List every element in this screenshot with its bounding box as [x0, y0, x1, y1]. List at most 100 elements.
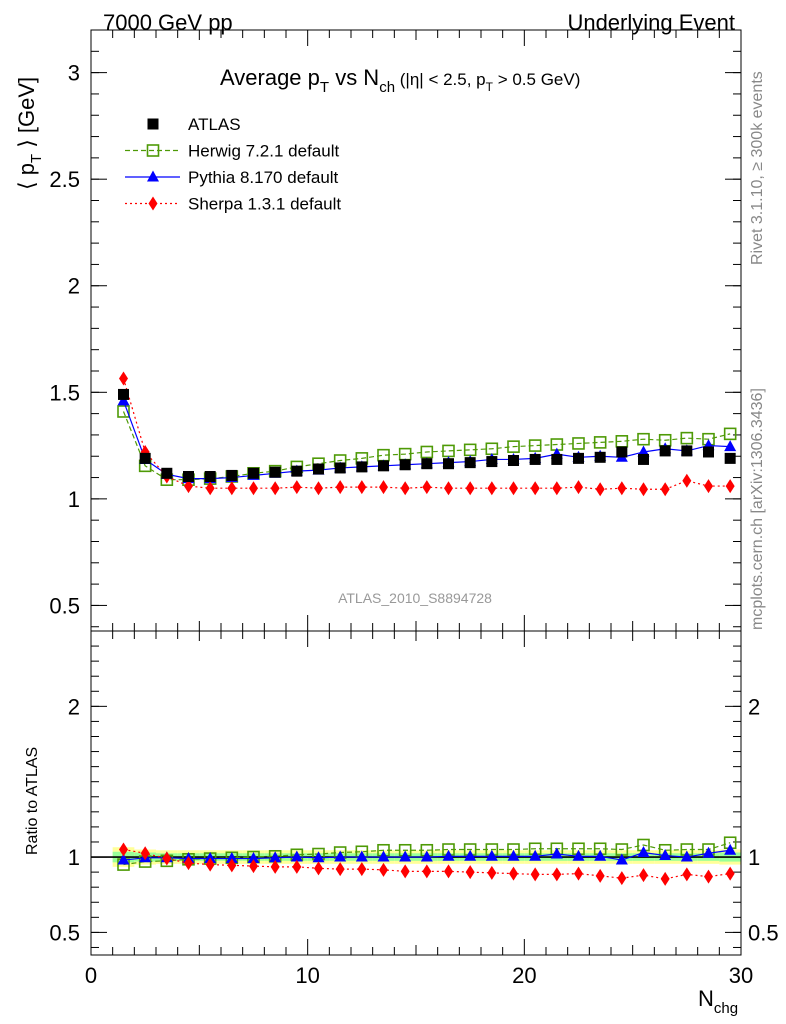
point-sherpa — [379, 480, 388, 495]
header-right-label: Underlying Event — [567, 10, 735, 35]
ratio-point-pythia — [594, 849, 607, 861]
ratio-point-pythia — [312, 851, 325, 863]
y-tick-label: 1 — [748, 845, 760, 870]
title-main: Average p — [220, 65, 320, 90]
point-sherpa — [400, 481, 410, 496]
ratio-point-pythia — [269, 851, 282, 863]
ratio-point-pythia — [399, 850, 412, 862]
point-atlas — [356, 461, 368, 473]
ratio-point-sherpa — [639, 868, 648, 883]
ratio-point-sherpa — [465, 865, 475, 880]
ratio-panel-frame — [90, 630, 742, 956]
point-atlas — [183, 470, 194, 482]
ratio-point-pythia — [615, 853, 628, 865]
y-label-top-main: ⟨ p — [14, 163, 39, 190]
point-sherpa — [357, 480, 367, 495]
ratio-point-pythia — [225, 852, 238, 864]
point-herwig — [680, 431, 694, 445]
point-atlas — [681, 445, 693, 457]
x-tick-label: 30 — [729, 963, 753, 988]
ratio-point-pythia — [117, 853, 130, 865]
point-atlas — [529, 453, 541, 465]
legend-marker-sherpa — [148, 196, 158, 211]
point-sherpa — [682, 473, 692, 488]
point-sherpa — [270, 481, 280, 496]
point-sherpa — [639, 482, 648, 497]
ratio-panel: 0.5 0.51 12 20 10 20 30 — [49, 630, 779, 988]
x-label-main: N — [698, 986, 714, 1011]
ratio-point-sherpa — [682, 867, 692, 882]
point-atlas — [421, 458, 433, 470]
y-axis-label-bottom: Ratio to ATLAS — [24, 747, 41, 855]
ratio-point-pythia — [290, 850, 303, 862]
main-panel: 0.5 1 1.5 2 2.5 3 — [49, 29, 742, 632]
ratio-point-sherpa — [357, 862, 367, 877]
point-sherpa — [509, 481, 518, 496]
point-sherpa — [292, 480, 302, 495]
point-atlas — [464, 457, 476, 469]
y-tick-label: 0.5 — [49, 920, 80, 945]
title-cuts-subscript: T — [486, 80, 494, 94]
ratio-point-sherpa — [509, 866, 518, 881]
ratio-point-sherpa — [205, 857, 215, 872]
y-tick-label: 2 — [68, 694, 80, 719]
point-sherpa — [119, 371, 128, 386]
point-pythia — [637, 445, 650, 457]
y-tick-label: 3 — [68, 61, 80, 86]
x-tick-label: 20 — [512, 963, 536, 988]
ratio-point-sherpa — [422, 864, 432, 879]
legend-label-herwig: Herwig 7.2.1 default — [188, 142, 339, 161]
point-sherpa — [725, 479, 735, 494]
ratio-point-sherpa — [184, 856, 193, 871]
point-atlas — [248, 467, 259, 479]
ratio-point-sherpa — [270, 859, 280, 874]
point-atlas — [508, 455, 519, 467]
y-label-top-unit: ⟩ [GeV] — [14, 77, 39, 154]
point-herwig — [572, 437, 585, 450]
y-tick-label: 2 — [748, 694, 760, 719]
y-tick-label: 2 — [68, 274, 80, 299]
point-atlas — [226, 469, 238, 481]
point-herwig — [507, 440, 520, 453]
point-sherpa — [249, 481, 258, 496]
point-atlas — [269, 466, 281, 478]
point-sherpa — [595, 482, 605, 497]
legend-label-pythia: Pythia 8.170 default — [188, 168, 339, 187]
ratio-point-sherpa — [487, 865, 497, 880]
title-cuts: (|η| < 2.5, p — [395, 70, 486, 89]
point-sherpa — [660, 482, 670, 497]
title-ch-subscript: ch — [379, 79, 395, 96]
header-left-label: 7000 GeV pp — [103, 10, 233, 35]
point-herwig — [528, 439, 542, 452]
y-tick-label: 1 — [68, 845, 80, 870]
y-tick-label: 1 — [68, 487, 80, 512]
legend: ATLAS Herwig 7.2.1 default Pythia 8.170 de… — [125, 115, 341, 214]
ratio-point-sherpa — [119, 842, 128, 857]
y-tick-label: 0.5 — [49, 593, 80, 618]
ratio-point-sherpa — [595, 868, 605, 883]
point-pythia — [724, 440, 737, 452]
ratio-point-pythia — [442, 849, 455, 861]
point-sherpa — [205, 481, 215, 496]
point-atlas — [573, 452, 584, 464]
ratio-point-sherpa — [292, 859, 302, 874]
ratio-point-pythia — [637, 846, 650, 858]
title-pt-subscript: T — [320, 79, 329, 96]
point-atlas — [724, 452, 736, 464]
point-atlas — [313, 463, 324, 475]
ratio-point-sherpa — [725, 866, 735, 881]
ratio-point-sherpa — [314, 861, 323, 876]
ratio-point-pythia — [572, 849, 585, 861]
point-sherpa — [552, 481, 562, 496]
point-sherpa — [227, 481, 237, 496]
point-sherpa — [422, 480, 432, 495]
point-atlas — [399, 459, 411, 471]
point-atlas — [378, 460, 389, 472]
ratio-point-sherpa — [617, 871, 627, 886]
series-line-herwig — [122, 411, 731, 481]
x-axis-label: Nchg — [698, 986, 738, 1017]
ratio-point-sherpa — [660, 871, 670, 886]
point-sherpa — [444, 481, 453, 496]
point-sherpa — [314, 481, 323, 496]
